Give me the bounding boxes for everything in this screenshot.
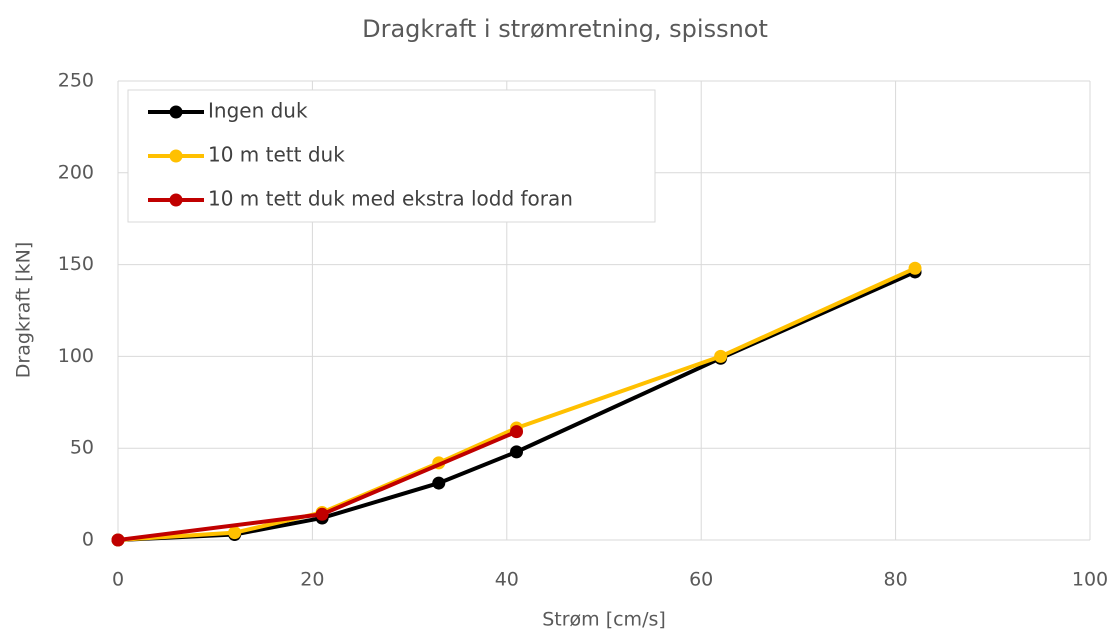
legend-label: 10 m tett duk med ekstra lodd foran bbox=[208, 187, 573, 211]
legend-marker bbox=[169, 105, 183, 119]
legend-label: Ingen duk bbox=[208, 99, 308, 123]
marker bbox=[714, 349, 728, 363]
y-tick-label: 100 bbox=[58, 345, 94, 367]
series-line bbox=[117, 270, 916, 542]
marker bbox=[432, 476, 446, 490]
x-tick-label: 40 bbox=[495, 569, 519, 591]
series-line bbox=[117, 266, 916, 542]
y-tick-label: 200 bbox=[58, 161, 94, 183]
marker bbox=[908, 261, 922, 275]
legend-box bbox=[127, 89, 656, 223]
x-tick-label: 20 bbox=[300, 569, 324, 591]
x-tick-label: 80 bbox=[884, 569, 908, 591]
marker bbox=[228, 526, 242, 540]
chart-title: Dragkraft i strømretning, spissnot bbox=[362, 15, 768, 43]
legend-marker bbox=[169, 193, 183, 207]
y-tick-label: 50 bbox=[70, 437, 94, 459]
marker bbox=[315, 507, 329, 521]
legend-label: 10 m tett duk bbox=[208, 143, 345, 167]
legend-marker bbox=[169, 149, 183, 163]
y-tick-label: 150 bbox=[58, 253, 94, 275]
marker bbox=[510, 425, 524, 439]
y-axis-label: Dragkraft [kN] bbox=[13, 242, 35, 379]
marker bbox=[510, 445, 524, 459]
marker bbox=[111, 533, 125, 547]
x-tick-label: 100 bbox=[1072, 569, 1108, 591]
x-tick-label: 0 bbox=[112, 569, 124, 591]
y-tick-label: 250 bbox=[58, 70, 94, 92]
x-tick-label: 60 bbox=[689, 569, 713, 591]
y-tick-label: 0 bbox=[82, 529, 94, 551]
x-axis-label: Strøm [cm/s] bbox=[542, 609, 666, 631]
